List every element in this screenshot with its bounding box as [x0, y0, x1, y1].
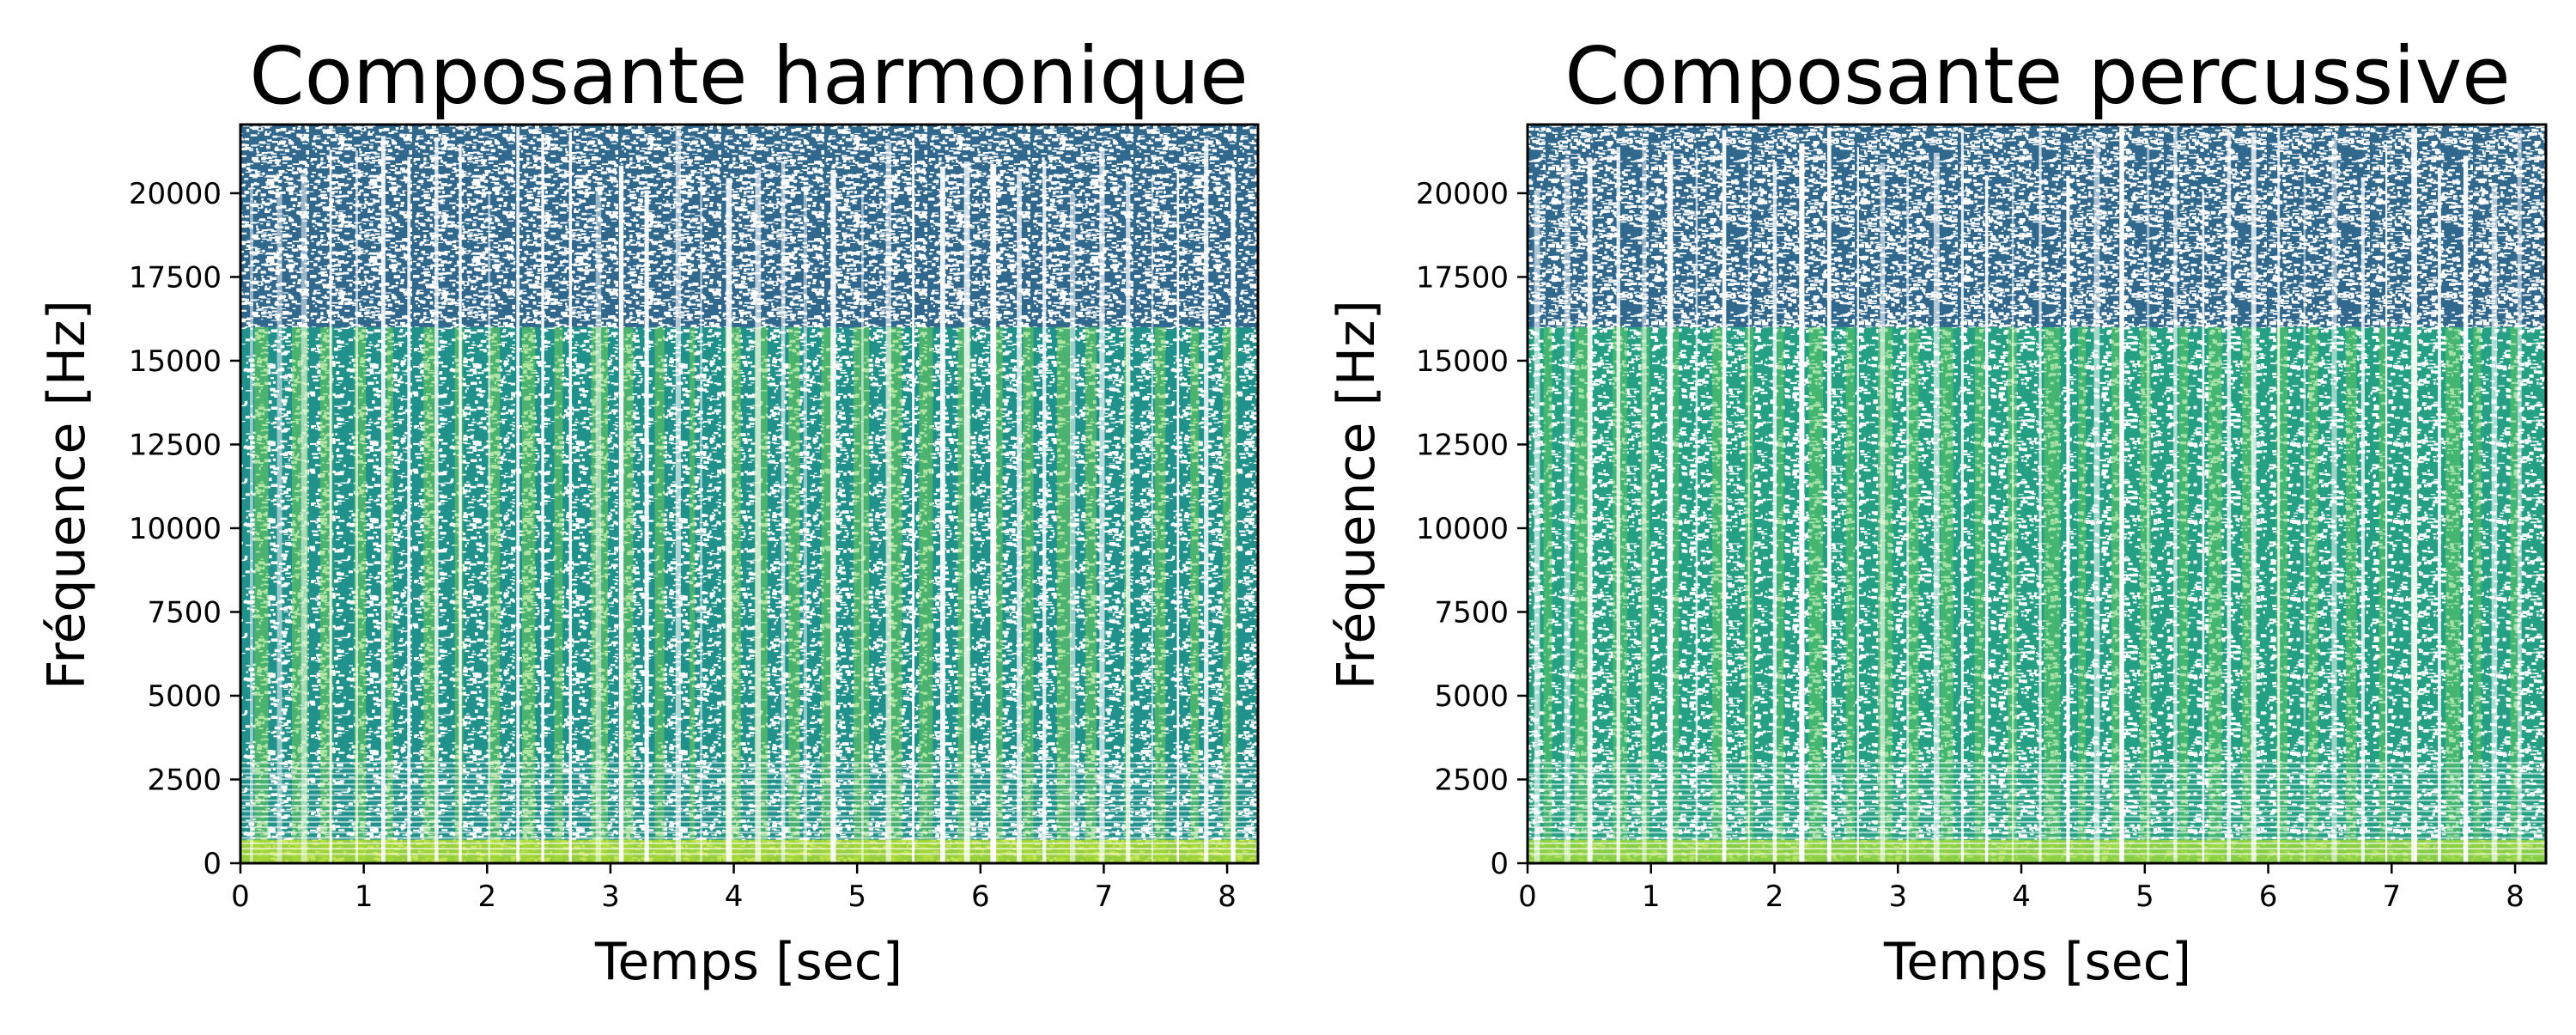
- spectrogram-image: [240, 125, 1258, 863]
- spectrogram-area: [1526, 123, 2548, 865]
- y-tick-label: 15000: [1416, 344, 1509, 379]
- x-tick-label: 1: [1642, 880, 1661, 914]
- x-tick-label: 3: [1888, 880, 1907, 914]
- y-tick-label: 5000: [1434, 679, 1509, 714]
- low-frequency-band: [1528, 326, 2546, 863]
- x-tick-label: 8: [1218, 880, 1236, 914]
- x-axis-label: Temps [sec]: [1883, 932, 2191, 992]
- chart-harmonic: Composante harmonique 0 1 2 3 4 5 6 7 8 0 2500 500…: [37, 30, 1260, 992]
- y-axis-label: Fréquence [Hz]: [37, 300, 97, 690]
- x-tick-label: 5: [848, 880, 866, 914]
- y-tick-label: 12500: [129, 428, 222, 462]
- chart-title: Composante harmonique: [249, 30, 1248, 122]
- x-axis-ticks: 0 1 2 3 4 5 6 7 8: [1518, 863, 2524, 914]
- axes-frame: [1526, 123, 2548, 865]
- y-tick-label: 10000: [1416, 512, 1509, 546]
- x-axis-label: Temps [sec]: [594, 932, 902, 992]
- y-tick-label: 2500: [147, 763, 222, 797]
- x-tick-label: 0: [1518, 880, 1537, 914]
- y-tick-label: 10000: [129, 512, 222, 546]
- x-tick-label: 6: [971, 880, 990, 914]
- x-tick-label: 3: [601, 880, 620, 914]
- spectrogram-area: [239, 123, 1260, 865]
- y-tick-label: 0: [1490, 847, 1509, 881]
- y-tick-label: 20000: [1416, 177, 1509, 211]
- x-tick-label: 8: [2506, 880, 2524, 914]
- onset-gaps: [1534, 125, 2522, 863]
- x-tick-label: 0: [231, 880, 250, 914]
- spectrogram-image: [1528, 125, 2546, 863]
- chart-title: Composante percussive: [1564, 30, 2511, 122]
- x-axis-ticks: 0 1 2 3 4 5 6 7 8: [231, 863, 1236, 914]
- x-tick-label: 2: [477, 880, 496, 914]
- x-tick-label: 4: [725, 880, 744, 914]
- y-axis-ticks: 0 2500 5000 7500 10000 12500 15000 17500 20000: [1416, 177, 1528, 881]
- chart-percussive: Composante percussive 0 1 2 3 4 5 6 7 8 0 2500 500…: [1327, 30, 2548, 992]
- y-tick-label: 17500: [1416, 260, 1509, 295]
- x-tick-label: 2: [1765, 880, 1784, 914]
- y-tick-label: 0: [203, 847, 222, 881]
- y-tick-label: 15000: [129, 344, 222, 379]
- y-axis-label: Fréquence [Hz]: [1327, 300, 1387, 690]
- axes-frame: [239, 123, 1260, 865]
- y-tick-label: 5000: [147, 679, 222, 714]
- y-axis-ticks: 0 2500 5000 7500 10000 12500 15000 17500 20000: [129, 177, 240, 881]
- onset-columns: [254, 326, 1237, 863]
- harmonic-lines: [1528, 762, 2546, 855]
- onset-gaps: [250, 126, 1236, 863]
- x-tick-label: 7: [1095, 880, 1114, 914]
- x-tick-label: 1: [355, 880, 374, 914]
- high-frequency-band: [240, 125, 1258, 327]
- high-frequency-band: [1528, 125, 2546, 327]
- x-tick-label: 5: [2136, 880, 2154, 914]
- x-tick-label: 6: [2259, 880, 2278, 914]
- y-tick-label: 2500: [1434, 763, 1509, 797]
- y-tick-label: 7500: [1434, 595, 1509, 630]
- y-tick-label: 12500: [1416, 428, 1509, 462]
- x-tick-label: 4: [2012, 880, 2031, 914]
- y-tick-label: 20000: [129, 177, 222, 211]
- y-tick-label: 7500: [147, 595, 222, 630]
- y-tick-label: 17500: [129, 260, 222, 295]
- harmonic-lines: [240, 762, 1258, 855]
- x-tick-label: 7: [2382, 880, 2401, 914]
